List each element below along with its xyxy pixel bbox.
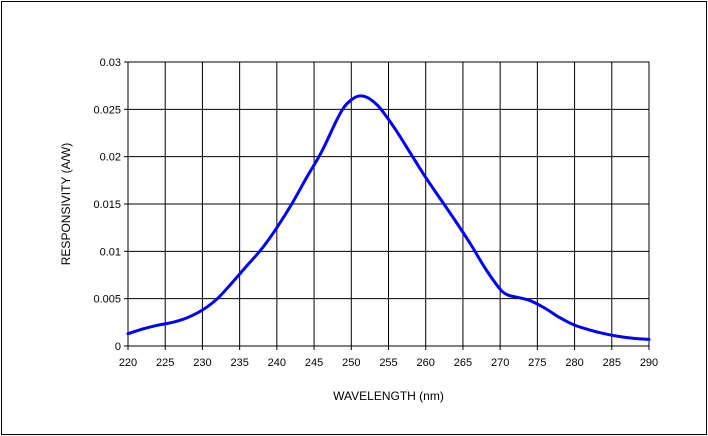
responsivity-curve <box>126 94 651 341</box>
x-tick-label: 250 <box>342 357 360 369</box>
x-tick-label: 280 <box>565 357 583 369</box>
x-tick-label: 235 <box>230 357 248 369</box>
plot-area-border <box>127 61 650 347</box>
y-tick-label: 0.015 <box>93 199 121 211</box>
grid <box>124 61 650 350</box>
x-tick-label: 270 <box>491 357 509 369</box>
x-tick-label: 290 <box>640 357 658 369</box>
x-tick-labels: 220 225 230 235 240 245 250 255 260 265 270 275 280 2… <box>119 357 658 369</box>
x-tick-label: 265 <box>454 357 472 369</box>
x-tick-label: 220 <box>119 357 137 369</box>
y-tick-label: 0 <box>115 341 121 353</box>
x-tick-label: 240 <box>268 357 286 369</box>
y-tick-label: 0.01 <box>100 246 121 258</box>
y-tick-label: 0.025 <box>93 104 121 116</box>
x-tick-label: 275 <box>528 357 546 369</box>
x-tick-label: 285 <box>603 357 621 369</box>
y-tick-label: 0.005 <box>93 294 121 306</box>
x-tick-label: 260 <box>417 357 435 369</box>
x-tick-label: 225 <box>156 357 174 369</box>
x-tick-label: 245 <box>305 357 323 369</box>
series-layer <box>126 94 651 341</box>
x-tick-label: 255 <box>379 357 397 369</box>
y-tick-labels: 0 0.005 0.01 0.015 0.02 0.025 0.03 <box>93 57 121 353</box>
x-tick-label: 230 <box>193 357 211 369</box>
y-tick-label: 0.02 <box>100 152 121 164</box>
x-axis-label: WAVELENGTH (nm) <box>333 389 444 403</box>
y-tick-label: 0.03 <box>100 57 121 69</box>
y-axis-label: RESPONSIVITY (A/W) <box>59 143 73 265</box>
